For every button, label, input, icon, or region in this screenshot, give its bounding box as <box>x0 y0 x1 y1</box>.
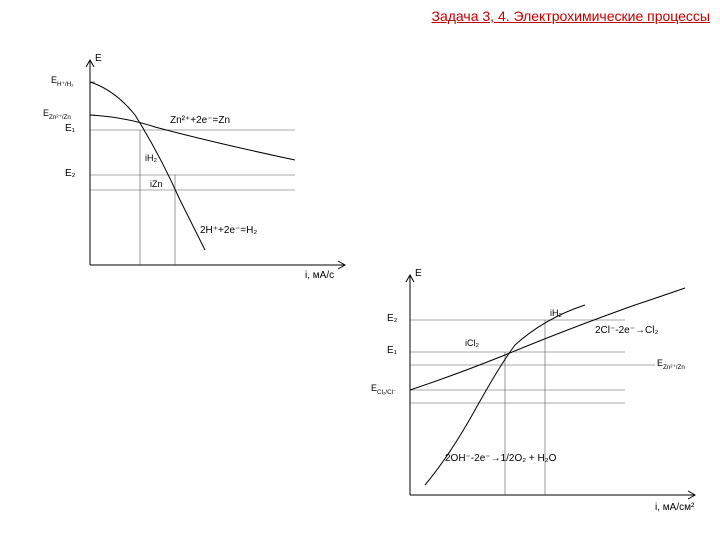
d1-tick-e2: E₂ <box>65 168 76 179</box>
page-title: Задача 3, 4. Электрохимические процессы <box>432 8 710 24</box>
diagram-anode: E E₂ E₁ ECl₂/Cl⁻ EZn²⁺/Zn iH₂ iCl₂ 2Cl⁻-… <box>365 270 710 530</box>
d2-right-ezn: EZn²⁺/Zn <box>657 358 685 371</box>
diagram2-svg <box>365 270 710 530</box>
d1-y-label: E <box>95 53 102 64</box>
d2-icl-label: iCl₂ <box>465 338 479 348</box>
d2-tick-ecl: ECl₂/Cl⁻ <box>371 383 396 396</box>
d1-curve-h2-label: 2H⁺+2e⁻=H₂ <box>200 225 257 236</box>
d1-x-unit: i, мА/с <box>305 270 334 281</box>
d2-curve-oh-label: 2OH⁻-2e⁻→1/2O₂ + H₂O <box>445 453 556 464</box>
d2-tick-e2: E₂ <box>387 313 398 324</box>
d2-tick-e1: E₁ <box>387 345 397 356</box>
d1-curve-zn-label: Zn²⁺+2e⁻=Zn <box>170 115 230 126</box>
diagram-cathode: E EH⁺/H₂ EZn²⁺/Zn E₁ E₂ Zn²⁺+2e⁻=Zn 2H⁺+… <box>45 55 355 285</box>
d1-izn-label: iZn <box>150 179 163 189</box>
d1-tick-ezn: EZn²⁺/Zn <box>43 108 71 121</box>
d1-tick-e1: E₁ <box>65 123 75 134</box>
d1-ih2-label: iH₂ <box>145 153 157 163</box>
d2-ih2-label: iH₂ <box>550 308 562 318</box>
d2-x-unit: i, мА/см² <box>655 502 694 513</box>
title-text: Задача 3, 4. Электрохимические процессы <box>432 8 710 24</box>
d2-curve-cl-label: 2Cl⁻-2e⁻→Cl₂ <box>595 325 658 336</box>
d2-y-label: E <box>415 268 422 279</box>
d1-tick-eh: EH⁺/H₂ <box>51 75 74 88</box>
diagram1-svg <box>45 55 355 285</box>
